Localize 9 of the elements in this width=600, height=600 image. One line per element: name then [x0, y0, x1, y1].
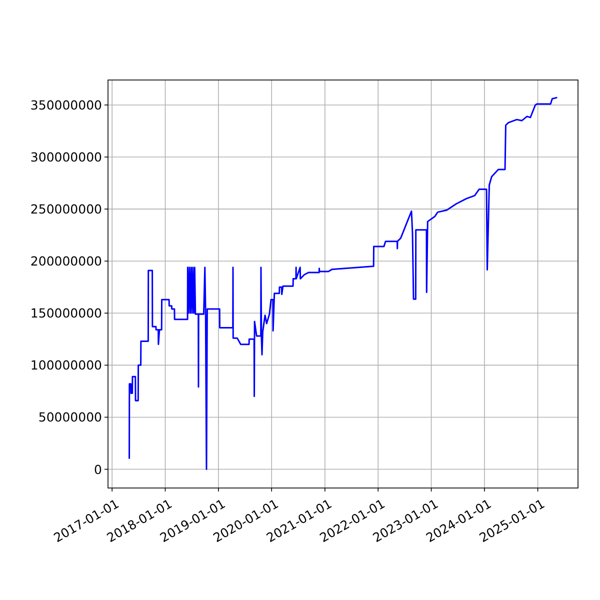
y-tick-label: 150000000 [30, 306, 102, 321]
line-series [128, 96, 558, 470]
y-tick-label: 250000000 [30, 202, 102, 217]
y-tick-label: 50000000 [38, 410, 102, 425]
y-tick-label: 100000000 [30, 358, 102, 373]
y-tick-label: 350000000 [30, 97, 102, 112]
y-tick-label: 0 [94, 462, 102, 477]
y-tick-label: 300000000 [30, 150, 102, 165]
y-tick-label: 200000000 [30, 254, 102, 269]
